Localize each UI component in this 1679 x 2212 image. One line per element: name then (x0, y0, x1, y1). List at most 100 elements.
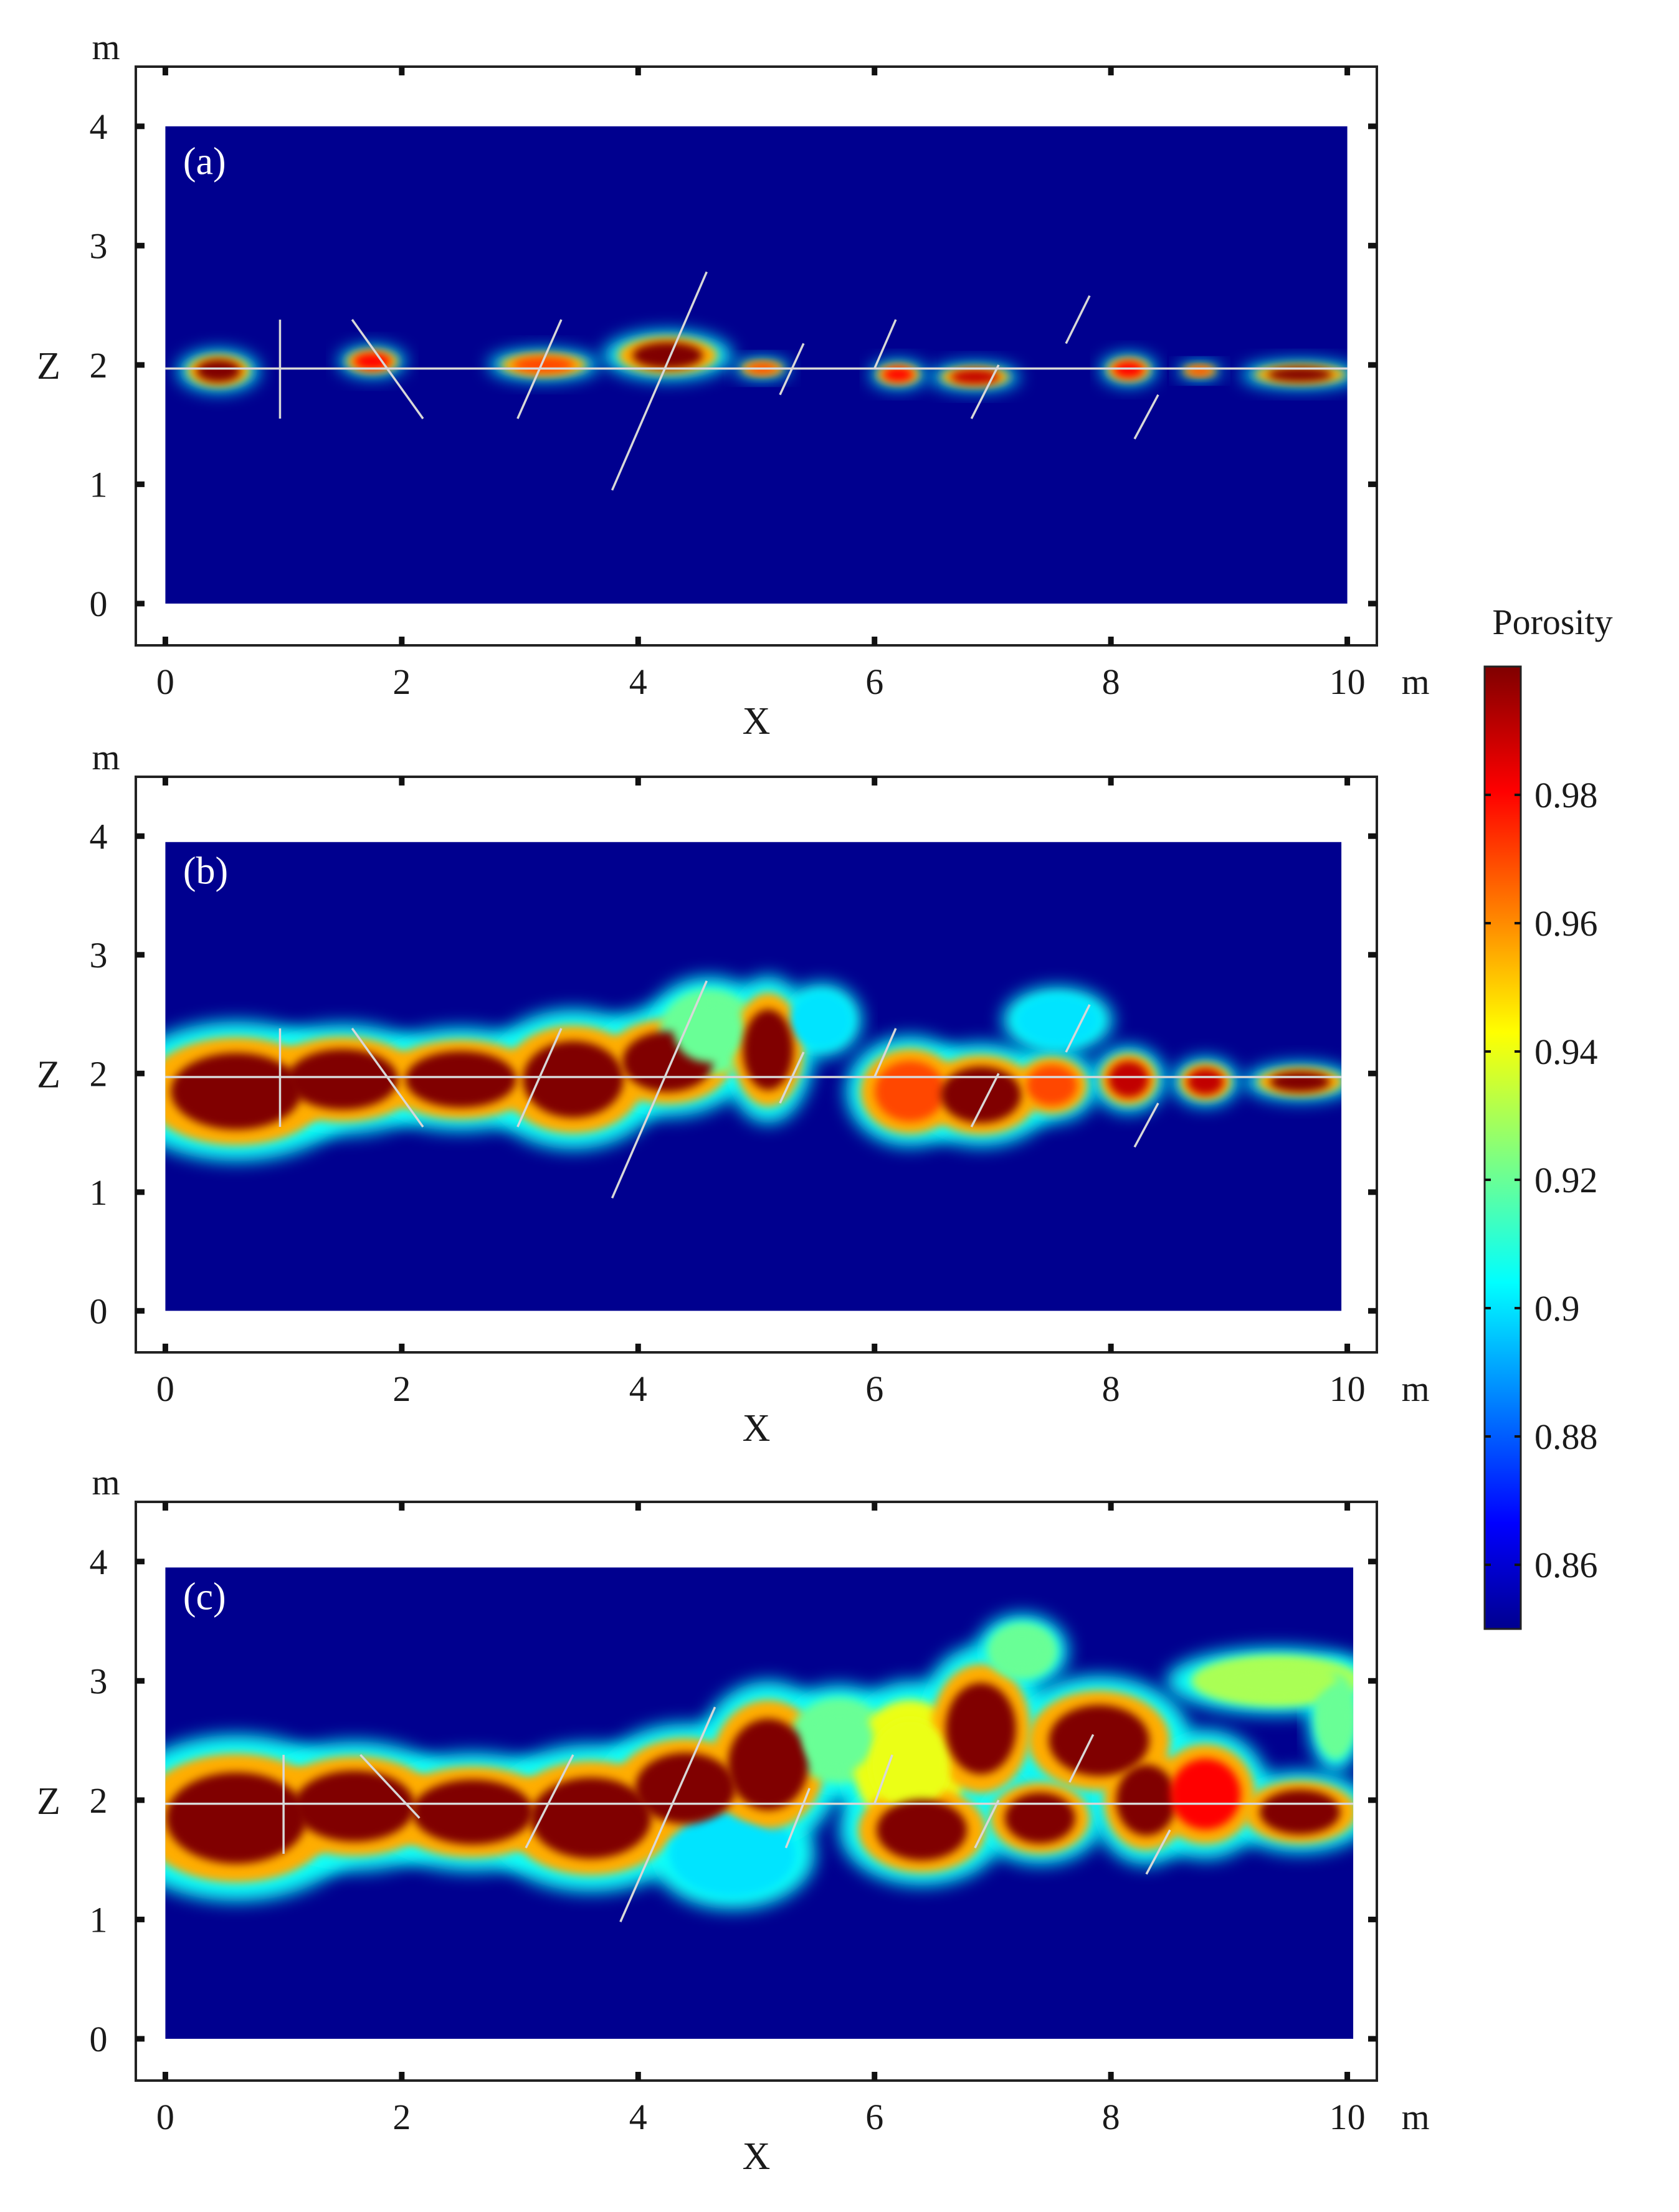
x-unit-label: m (1401, 2097, 1429, 2137)
x-tick-label: 10 (1329, 2097, 1366, 2137)
colorbar: Porosity 0.86 0.88 0.9 0.92 0.94 0.96 0.98 (1483, 602, 1613, 1630)
porosity-zone (1187, 1068, 1224, 1095)
porosity-zone (728, 1719, 809, 1810)
y-tick-label: 1 (90, 464, 108, 505)
x-axis-label: X (743, 2135, 771, 2178)
fracture-line (970, 364, 1000, 419)
x-unit-label: m (1401, 662, 1429, 702)
fracture-line (779, 1051, 805, 1104)
fracture-line (873, 1028, 897, 1078)
y-tick-label: 1 (90, 1899, 108, 1940)
porosity-zone (1116, 1764, 1177, 1836)
x-tick-label: 2 (392, 662, 411, 702)
x-tick-label: 4 (629, 1369, 647, 1409)
y-tick-label: 4 (90, 1542, 108, 1582)
colorbar-title: Porosity (1492, 602, 1612, 642)
y-unit-label: m (92, 737, 120, 777)
x-tick-label: 6 (865, 2097, 883, 2137)
x-tick-label: 0 (156, 662, 174, 702)
y-tick-label: 2 (90, 1780, 108, 1821)
fracture-line (351, 319, 424, 420)
porosity-zone (632, 342, 703, 369)
y-tick-label: 0 (90, 1291, 108, 1331)
panel-label: (b) (183, 850, 228, 892)
porosity-zone (946, 1683, 1016, 1775)
fracture-line (873, 319, 897, 369)
y-tick-label: 0 (90, 584, 108, 624)
porosity-zone (804, 1710, 875, 1771)
y-unit-label: m (92, 1462, 120, 1502)
porosity-zone (294, 1770, 415, 1842)
x-axis-label: X (743, 700, 771, 743)
fracture-line (516, 1028, 563, 1127)
y-tick-label: 4 (90, 107, 108, 147)
porosity-zone (530, 1777, 652, 1859)
colorbar-tick-label: 0.96 (1534, 903, 1598, 944)
x-tick-label: 8 (1102, 662, 1120, 702)
fracture-line (784, 1788, 811, 1849)
x-tick-label: 10 (1329, 1369, 1366, 1409)
porosity-zone (1026, 1065, 1077, 1106)
porosity-zone (799, 1000, 844, 1040)
fracture-line (611, 980, 708, 1199)
fracture-line (873, 1754, 893, 1805)
porosity-zone (171, 1053, 302, 1130)
x-tick-label: 0 (156, 2097, 174, 2137)
porosity-zone (687, 1823, 778, 1884)
panel-a: 0 2 4 6 8 10 0 1 2 3 4 X Zm m (a) (37, 27, 1430, 743)
porosity-zone (1270, 1071, 1331, 1092)
x-tick-label: 0 (156, 1369, 174, 1409)
x-tick-label: 2 (392, 2097, 411, 2137)
x-axis-label: X (743, 1407, 771, 1450)
porosity-zone (287, 1049, 398, 1110)
x-tick-label: 6 (865, 662, 883, 702)
colorbar-gradient (1483, 665, 1522, 1630)
y-axis-label: Z (37, 1780, 60, 1823)
porosity-zone (940, 1066, 1021, 1123)
porosity-zone (1268, 367, 1333, 382)
y-tick-label: 0 (90, 2019, 108, 2059)
porosity-zone (635, 1752, 736, 1824)
panel-label: (c) (183, 1575, 226, 1618)
x-tick-label: 4 (629, 2097, 647, 2137)
porosity-zone (354, 353, 391, 370)
y-tick-label: 3 (90, 225, 108, 266)
fracture-line (1133, 1103, 1159, 1148)
plot-frame (135, 1501, 1378, 2082)
fracture-line (619, 1706, 716, 1922)
y-tick-label: 3 (90, 935, 108, 975)
x-tick-label: 4 (629, 662, 647, 702)
colorbar-tick-label: 0.9 (1534, 1288, 1580, 1329)
fracture-line (974, 1800, 1000, 1849)
fracture-line (1133, 394, 1159, 440)
plot-frame (135, 65, 1378, 647)
fracture-line (1145, 1829, 1171, 1875)
porosity-zone (1215, 1663, 1337, 1699)
y-tick-label: 3 (90, 1661, 108, 1701)
porosity-zone (951, 369, 999, 384)
y-tick-label: 2 (90, 345, 108, 386)
colorbar-tick-label: 0.94 (1534, 1032, 1598, 1072)
fracture-line (351, 1027, 424, 1128)
fracture-line (1065, 295, 1091, 344)
y-axis-label: Z (37, 1053, 60, 1096)
x-tick-label: 6 (865, 1369, 883, 1409)
porosity-zone (1027, 1002, 1088, 1038)
plot-frame (135, 776, 1378, 1354)
x-tick-label: 8 (1102, 1369, 1120, 1409)
porosity-zone (1108, 1061, 1149, 1098)
porosity-zone (1113, 361, 1144, 378)
x-tick-label: 8 (1102, 2097, 1120, 2137)
fracture-line (779, 343, 805, 396)
fracture-line (611, 271, 708, 491)
y-tick-label: 2 (90, 1053, 108, 1094)
porosity-zone (743, 1009, 794, 1090)
porosity-zone (1170, 1759, 1241, 1830)
fracture-line (525, 1754, 574, 1849)
porosity-zone (870, 1719, 951, 1810)
fracture-line (516, 319, 563, 419)
porosity-zone (997, 1630, 1048, 1671)
x-tick-label: 10 (1329, 662, 1366, 702)
fracture-line (359, 1754, 421, 1819)
